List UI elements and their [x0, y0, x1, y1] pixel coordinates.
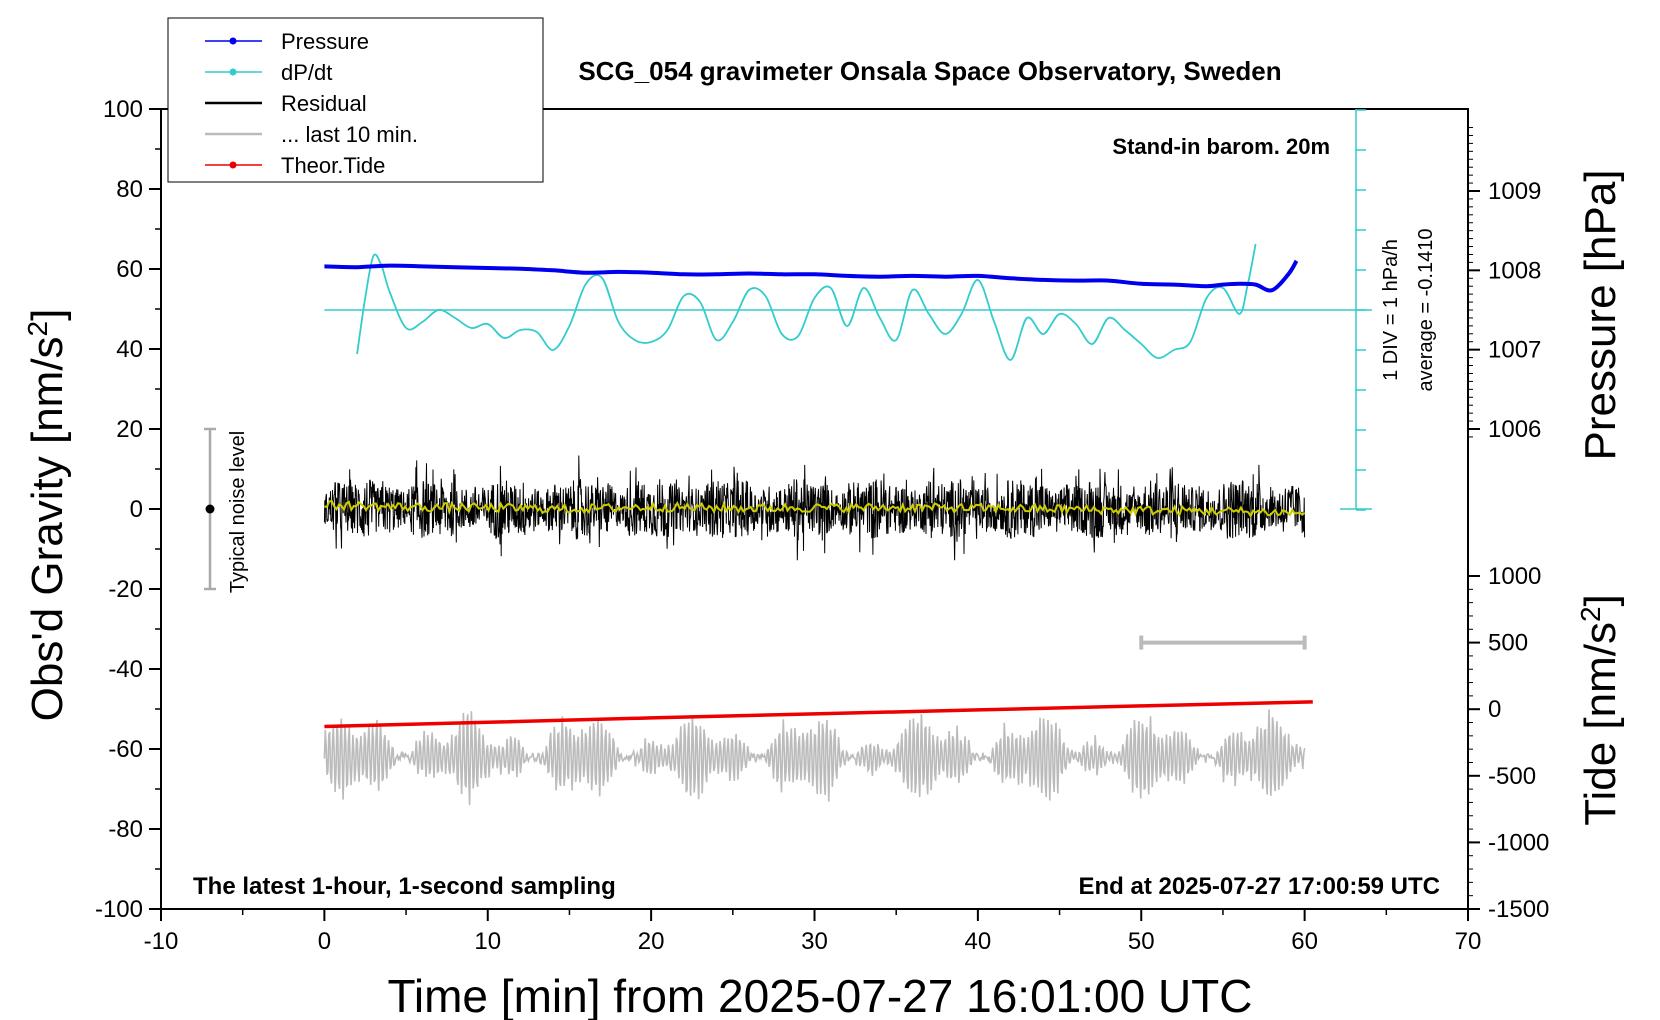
x-axis-label: Time [min] from 2025-07-27 16:01:00 UTC [388, 970, 1253, 1020]
barometer-note: Stand-in barom. 20m [1112, 134, 1330, 159]
tide-tick-label: 0 [1488, 696, 1501, 723]
legend-marker [229, 37, 237, 45]
x-tick-label: 30 [801, 928, 828, 955]
right-y-axis-pressure: 1009 1008 1007 1006 [1468, 127, 1541, 443]
legend-label: ... last 10 min. [281, 122, 418, 147]
y-tick-label: 20 [116, 416, 143, 443]
pressure-tick-label: 1006 [1488, 416, 1541, 443]
last-10-min-line [323, 709, 1306, 806]
legend-label: Pressure [281, 29, 369, 54]
y-tick-label: -40 [108, 656, 143, 683]
theor-tide-line [324, 700, 1313, 729]
y-tick-label: 80 [116, 176, 143, 203]
tide-tick-label: -1500 [1488, 896, 1549, 923]
end-time-note: End at 2025-07-27 17:00:59 UTC [1079, 873, 1441, 900]
legend-label: Residual [281, 91, 367, 116]
tide-tick-label: 500 [1488, 630, 1528, 657]
tide-axis-label-end: ] [1576, 594, 1625, 606]
x-tick-label: 60 [1291, 928, 1318, 955]
tide-tick-label: 1000 [1488, 563, 1541, 590]
pressure-tick-label: 1007 [1488, 337, 1541, 364]
pressure-line [324, 259, 1299, 293]
residual-smoothed-line [324, 499, 1306, 519]
tide-tick-label: -1000 [1488, 829, 1549, 856]
sampling-note: The latest 1-hour, 1-second sampling [193, 873, 616, 900]
noise-level-label: Typical noise level [227, 431, 249, 593]
tide-axis-label-sup: 2 [1575, 606, 1606, 622]
dpdt-average-note: average = -0.1410 [1415, 229, 1437, 392]
y-tick-label: -60 [108, 736, 143, 763]
x-tick-label: 20 [638, 928, 665, 955]
legend: Pressure dP/dt Residual ... last 10 min. The… [167, 17, 544, 183]
tide-axis-label-text: Tide [nm/s [1576, 622, 1625, 826]
legend-label: Theor.Tide [281, 153, 385, 178]
legend-label: dP/dt [281, 60, 332, 85]
y-tick-label: -100 [95, 896, 143, 923]
y-tick-label: -80 [108, 816, 143, 843]
legend-marker [229, 68, 237, 76]
tide-axis-label: Tide [nm/s2] [1575, 594, 1626, 826]
x-tick-label: 70 [1455, 928, 1482, 955]
dpdt-scale-note: 1 DIV = 1 hPa/h [1380, 239, 1402, 381]
tide-tick-label: -500 [1488, 763, 1536, 790]
left-y-axis-label: Obs'd Gravity [nm/s2] [22, 309, 73, 722]
right-y-axis-tide: 1000 500 0 -500 -1000 -1500 [1468, 563, 1549, 923]
pressure-tick-label: 1009 [1488, 178, 1541, 205]
x-tick-label: 0 [318, 928, 331, 955]
pressure-axis-label: Pressure [hPa] [1576, 169, 1625, 460]
y-tick-label: -20 [108, 576, 143, 603]
left-y-axis-label-end: ] [23, 309, 72, 321]
series-layer [204, 243, 1313, 806]
chart-title: SCG_054 gravimeter Onsala Space Observat… [578, 56, 1281, 86]
x-tick-label: 10 [474, 928, 501, 955]
y-tick-label: 40 [116, 336, 143, 363]
left-y-axis: 100 80 60 40 20 0 -20 -40 -60 -80 -100 [95, 96, 161, 923]
pressure-tick-label: 1008 [1488, 257, 1541, 284]
x-axis: -10 0 10 20 30 40 50 60 70 [144, 909, 1482, 955]
y-tick-label: 100 [103, 96, 143, 123]
y-tick-label: 0 [130, 496, 143, 523]
legend-marker [229, 161, 237, 169]
left-y-axis-label-text: Obs'd Gravity [nm/s [23, 336, 72, 721]
x-tick-label: 40 [965, 928, 992, 955]
x-tick-label: -10 [144, 928, 179, 955]
left-y-axis-label-sup: 2 [22, 321, 53, 337]
y-tick-label: 60 [116, 256, 143, 283]
noise-bar-center-dot [205, 504, 215, 514]
dpdt-scale-axis [324, 109, 1372, 511]
legend-box [167, 17, 544, 183]
x-tick-label: 50 [1128, 928, 1155, 955]
dpdt-line [356, 243, 1257, 361]
